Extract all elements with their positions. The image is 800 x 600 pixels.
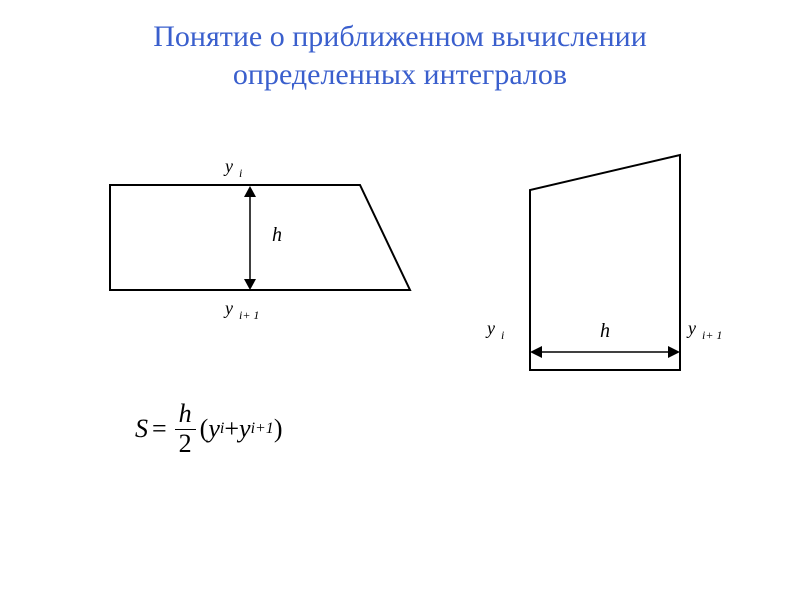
label-yi-right: yi [487, 318, 504, 343]
title-line2: определенных интегралов [233, 58, 567, 91]
formula-S: S [135, 414, 148, 444]
label-yi1-right: y i+ 1 [688, 318, 722, 343]
yi-sub-r: i [501, 328, 504, 342]
formula-fraction: h 2 [175, 400, 196, 458]
label-h-right: h [600, 320, 610, 343]
formula-y1: y [208, 414, 220, 444]
yi-text-r: y [487, 318, 495, 338]
title-line1: Понятие о приближенном вычислении [153, 20, 647, 53]
formula-y2: y [239, 414, 251, 444]
trapezoid-right [0, 130, 800, 600]
yi1-text-r: y [688, 318, 696, 338]
yi1-sub-r: i+ 1 [702, 328, 722, 342]
formula-close: ) [274, 414, 283, 444]
formula-plus: + [224, 414, 239, 444]
frac-den: 2 [175, 430, 196, 459]
page-title: Понятие о приближенном вычислении опреде… [0, 0, 800, 93]
frac-num: h [175, 400, 196, 429]
diagram-area: yi yi+ 1 h yi yi+ 1 h S = h 2 ( yi + yi+… [0, 130, 800, 600]
formula-y2-sub: i+1 [251, 420, 274, 438]
formula-eq: = [152, 414, 167, 444]
area-formula: S = h 2 ( yi + yi+1 ) [135, 400, 282, 458]
